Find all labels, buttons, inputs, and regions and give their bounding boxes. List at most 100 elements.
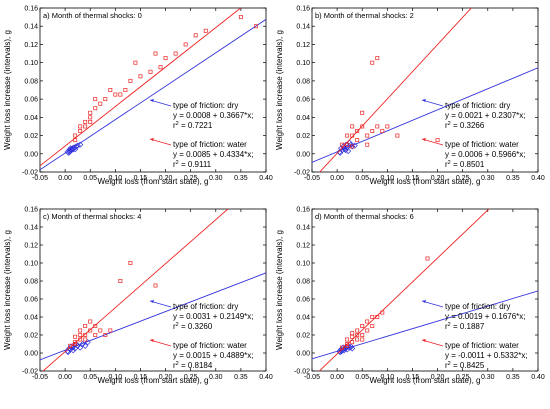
data-point-water bbox=[254, 24, 258, 29]
y-axis-label: Weight loss increase (intervals), g bbox=[275, 30, 284, 150]
data-point-water bbox=[78, 337, 83, 342]
r2-value: = 0.8184 bbox=[179, 361, 213, 370]
annotation-equation: y = 0.0031 + 0.2149*x; bbox=[173, 312, 254, 321]
data-point-water bbox=[370, 129, 375, 133]
x-tick-label: -0.05 bbox=[304, 175, 320, 182]
x-tick-label: -0.05 bbox=[304, 374, 320, 381]
data-point-dry bbox=[67, 145, 74, 152]
x-tick-label: 0.05 bbox=[83, 175, 97, 182]
data-point-dry bbox=[338, 348, 345, 355]
data-point-water bbox=[380, 129, 385, 133]
y-tick-label: 0.12 bbox=[24, 243, 38, 250]
annotation-arrow-dry bbox=[421, 99, 444, 107]
data-point-water bbox=[103, 97, 108, 102]
x-tick-label: -0.05 bbox=[32, 374, 48, 381]
annotation-r2: r2 = 0.7221 bbox=[173, 121, 213, 130]
x-tick-label: 0.25 bbox=[184, 374, 198, 381]
plot-area bbox=[312, 8, 538, 172]
y-tick-label: 0.16 bbox=[24, 207, 38, 214]
x-tick-label: 0.05 bbox=[83, 374, 97, 381]
data-point-water bbox=[128, 261, 133, 265]
annotation-arrow-water bbox=[421, 339, 444, 347]
data-point-water bbox=[370, 315, 375, 319]
data-point-dry bbox=[74, 142, 81, 149]
data-point-dry bbox=[349, 345, 356, 352]
annotation-equation: y = 0.0008 + 0.3667*x; bbox=[173, 111, 254, 120]
x-tick-label: 0.10 bbox=[381, 175, 395, 182]
x-tick-label: 0.40 bbox=[259, 374, 273, 381]
annotation-arrow-water bbox=[149, 339, 172, 347]
data-point-water bbox=[345, 142, 350, 147]
y-tick-label: 0.08 bbox=[24, 78, 38, 85]
x-tick-label: 0.15 bbox=[406, 374, 420, 381]
annotation-equation: y = -0.0011 + 0.5332*x; bbox=[445, 351, 528, 360]
annotation-r2: r2 = 0.1887 bbox=[445, 322, 485, 331]
panel-title: a) Month of thermal shocks: 0 bbox=[43, 11, 142, 20]
data-point-water bbox=[350, 133, 355, 138]
annotation-equation: y = 0.0021 + 0.2307*x; bbox=[445, 111, 526, 120]
x-tick-label: -0.05 bbox=[32, 175, 48, 182]
data-point-water bbox=[98, 101, 103, 106]
annotation-arrow-water bbox=[149, 138, 172, 146]
y-tick-label: 0.02 bbox=[24, 133, 38, 140]
data-point-water bbox=[88, 119, 93, 124]
plot-frame bbox=[39, 208, 267, 372]
x-tick-label: 0.25 bbox=[456, 175, 470, 182]
r2-value: = 0.3266 bbox=[451, 121, 485, 130]
data-point-water bbox=[88, 319, 93, 324]
data-point-water bbox=[365, 142, 370, 147]
r2-symbol: r bbox=[173, 322, 176, 331]
y-tick-label: 0.06 bbox=[296, 97, 310, 104]
annotation-arrow-dry bbox=[149, 300, 172, 308]
data-point-water bbox=[395, 133, 400, 138]
data-point-water bbox=[78, 124, 83, 129]
x-tick-label: 0.30 bbox=[209, 374, 223, 381]
y-tick-label: 0.06 bbox=[24, 297, 38, 304]
x-axis-label: Weight loss (from start state), g bbox=[98, 177, 209, 186]
x-axis-label: Weight loss (from start state), g bbox=[98, 376, 209, 385]
panel-d: -0.05 0.00 0.05 0.10 0.15 0.20 0.25 0.30 0.35 0.4… bbox=[275, 207, 545, 386]
y-tick-label: 0.14 bbox=[296, 225, 310, 232]
data-point-water bbox=[173, 51, 178, 56]
data-point-water bbox=[83, 119, 88, 124]
data-point-water bbox=[345, 343, 350, 348]
data-point-water bbox=[350, 340, 355, 345]
data-point-water bbox=[238, 15, 243, 20]
data-point-water bbox=[370, 324, 375, 328]
r2-value: = 0.7221 bbox=[179, 121, 213, 130]
y-tick-label: 0.04 bbox=[296, 315, 310, 322]
data-point-water bbox=[360, 324, 365, 328]
annotation-friction-type: type of friction: water bbox=[173, 140, 247, 149]
panel-title: c) Month of thermal shocks: 4 bbox=[43, 212, 141, 221]
r2-symbol: r bbox=[445, 361, 448, 370]
annotation-friction-type: type of friction: dry bbox=[445, 302, 510, 311]
y-tick-label: 0.04 bbox=[296, 115, 310, 122]
data-point-water bbox=[83, 124, 88, 129]
y-tick-label: 0.12 bbox=[296, 42, 310, 49]
y-tick-label: 0.00 bbox=[24, 351, 38, 358]
data-point-water bbox=[360, 124, 365, 129]
x-tick-label: 0.20 bbox=[431, 175, 445, 182]
y-tick-label: 0.10 bbox=[24, 261, 38, 268]
annotation-friction-type: type of friction: water bbox=[445, 341, 519, 350]
data-point-water bbox=[365, 328, 370, 333]
y-tick-label: 0.00 bbox=[296, 351, 310, 358]
data-point-dry bbox=[82, 342, 89, 349]
data-point-water bbox=[350, 334, 355, 339]
data-point-water bbox=[380, 310, 385, 315]
annotation-equation: y = 0.0015 + 0.4889*x; bbox=[173, 351, 254, 360]
x-tick-label: 0.35 bbox=[234, 175, 248, 182]
x-tick-label: 0.25 bbox=[184, 175, 198, 182]
panel-c: -0.05 0.00 0.05 0.10 0.15 0.20 0.25 0.30 0.35 0.4… bbox=[3, 207, 273, 386]
data-point-water bbox=[158, 65, 163, 70]
x-tick-label: 0.40 bbox=[531, 175, 545, 182]
x-tick-label: 0.15 bbox=[134, 175, 148, 182]
data-point-water bbox=[350, 124, 355, 129]
y-tick-label: 0.10 bbox=[24, 60, 38, 67]
x-tick-label: 0.00 bbox=[330, 374, 344, 381]
data-point-water bbox=[370, 60, 375, 65]
x-tick-label: 0.35 bbox=[506, 175, 520, 182]
r2-value: = 0.3260 bbox=[179, 322, 213, 331]
data-point-water bbox=[350, 331, 355, 336]
